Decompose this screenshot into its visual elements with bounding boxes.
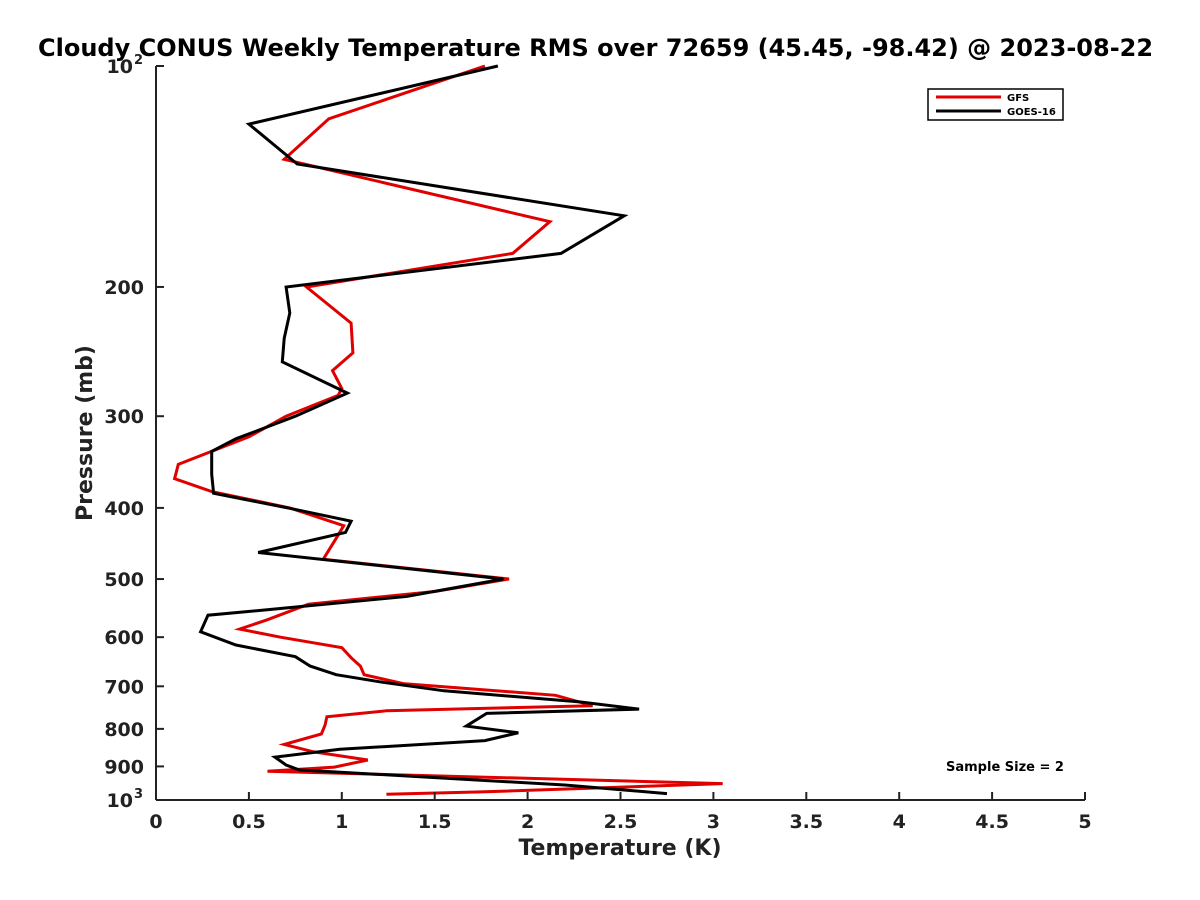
x-tick-label: 0	[149, 811, 162, 833]
y-tick-label: 10	[107, 790, 133, 812]
chart-title: Cloudy CONUS Weekly Temperature RMS over…	[38, 34, 1153, 62]
y-tick-label: 10	[107, 56, 133, 78]
series-line-goes-16	[198, 64, 668, 796]
x-axis-ticks: 0 0.5 1 1.5 2 2.5 3 3.5 4 4.5 5	[149, 792, 1092, 833]
y-tick-label: 700	[104, 676, 144, 698]
sample-size-annotation: Sample Size = 2	[946, 760, 1064, 775]
x-tick-label: 1	[335, 811, 348, 833]
y-tick-exponent: 3	[134, 787, 143, 802]
plot-area	[172, 64, 723, 796]
y-tick-label: 200	[104, 277, 144, 299]
legend-label: GFS	[1007, 93, 1029, 104]
y-tick-label: 600	[104, 627, 144, 649]
axes	[155, 66, 1085, 801]
x-tick-label: 4	[893, 811, 906, 833]
x-tick-label: 4.5	[975, 811, 1009, 833]
y-tick-label: 800	[104, 719, 144, 741]
chart-legend: GFS GOES-16	[927, 88, 1064, 121]
x-tick-label: 0.5	[232, 811, 266, 833]
series-line-gfs	[172, 64, 723, 796]
x-tick-label: 3.5	[789, 811, 823, 833]
y-tick-label: 300	[104, 406, 144, 428]
x-tick-label: 1.5	[418, 811, 452, 833]
y-axis-label: Pressure (mb)	[73, 345, 98, 521]
x-axis-label: Temperature (K)	[518, 836, 721, 861]
y-tick-label: 900	[104, 756, 144, 778]
legend-box	[927, 88, 1064, 121]
x-tick-label: 5	[1078, 811, 1091, 833]
x-tick-label: 2.5	[604, 811, 638, 833]
y-tick-label: 400	[104, 498, 144, 520]
x-tick-label: 3	[707, 811, 720, 833]
y-tick-label: 500	[104, 569, 144, 591]
y-tick-exponent: 2	[134, 53, 143, 68]
x-tick-label: 2	[521, 811, 534, 833]
legend-label: GOES-16	[1007, 107, 1056, 118]
